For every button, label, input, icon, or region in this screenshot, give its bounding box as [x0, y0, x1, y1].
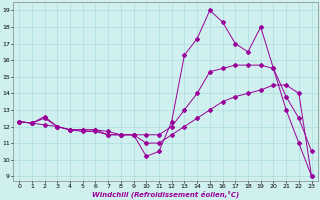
- X-axis label: Windchill (Refroidissement éolien,°C): Windchill (Refroidissement éolien,°C): [92, 190, 239, 198]
